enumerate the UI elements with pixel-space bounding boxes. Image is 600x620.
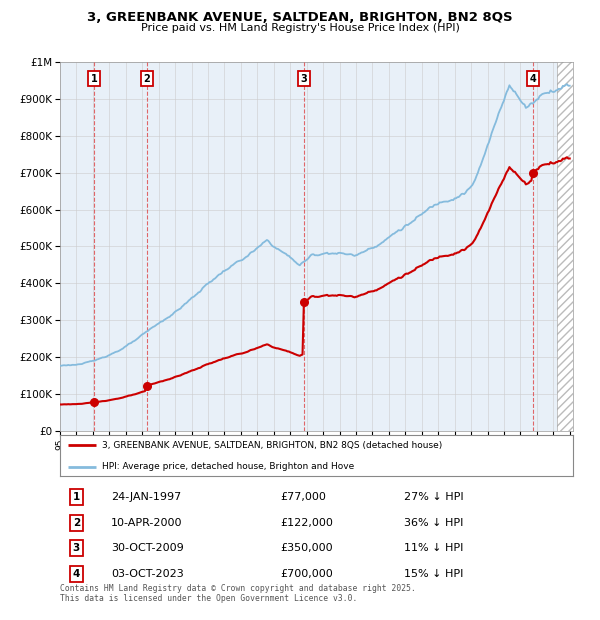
Text: HPI: Average price, detached house, Brighton and Hove: HPI: Average price, detached house, Brig…	[102, 462, 355, 471]
Bar	[557, 62, 573, 431]
Text: £77,000: £77,000	[281, 492, 326, 502]
Text: 1: 1	[91, 74, 97, 84]
Text: 3, GREENBANK AVENUE, SALTDEAN, BRIGHTON, BN2 8QS: 3, GREENBANK AVENUE, SALTDEAN, BRIGHTON,…	[87, 11, 513, 24]
Text: £350,000: £350,000	[281, 543, 333, 553]
Text: Price paid vs. HM Land Registry's House Price Index (HPI): Price paid vs. HM Land Registry's House …	[140, 23, 460, 33]
Text: 30-OCT-2009: 30-OCT-2009	[112, 543, 184, 553]
Text: 3: 3	[301, 74, 307, 84]
Text: 3, GREENBANK AVENUE, SALTDEAN, BRIGHTON, BN2 8QS (detached house): 3, GREENBANK AVENUE, SALTDEAN, BRIGHTON,…	[102, 441, 442, 450]
Text: 2: 2	[143, 74, 150, 84]
Text: 11% ↓ HPI: 11% ↓ HPI	[404, 543, 463, 553]
Text: 36% ↓ HPI: 36% ↓ HPI	[404, 518, 463, 528]
Text: 15% ↓ HPI: 15% ↓ HPI	[404, 569, 463, 579]
Text: £700,000: £700,000	[281, 569, 334, 579]
Text: 27% ↓ HPI: 27% ↓ HPI	[404, 492, 463, 502]
Text: 4: 4	[73, 569, 80, 579]
Text: 4: 4	[529, 74, 536, 84]
Text: 03-OCT-2023: 03-OCT-2023	[112, 569, 184, 579]
Text: £122,000: £122,000	[281, 518, 334, 528]
Text: 2: 2	[73, 518, 80, 528]
Text: Contains HM Land Registry data © Crown copyright and database right 2025.
This d: Contains HM Land Registry data © Crown c…	[60, 584, 416, 603]
Text: 1: 1	[73, 492, 80, 502]
Text: 3: 3	[73, 543, 80, 553]
Text: 24-JAN-1997: 24-JAN-1997	[112, 492, 182, 502]
Text: 10-APR-2000: 10-APR-2000	[112, 518, 183, 528]
